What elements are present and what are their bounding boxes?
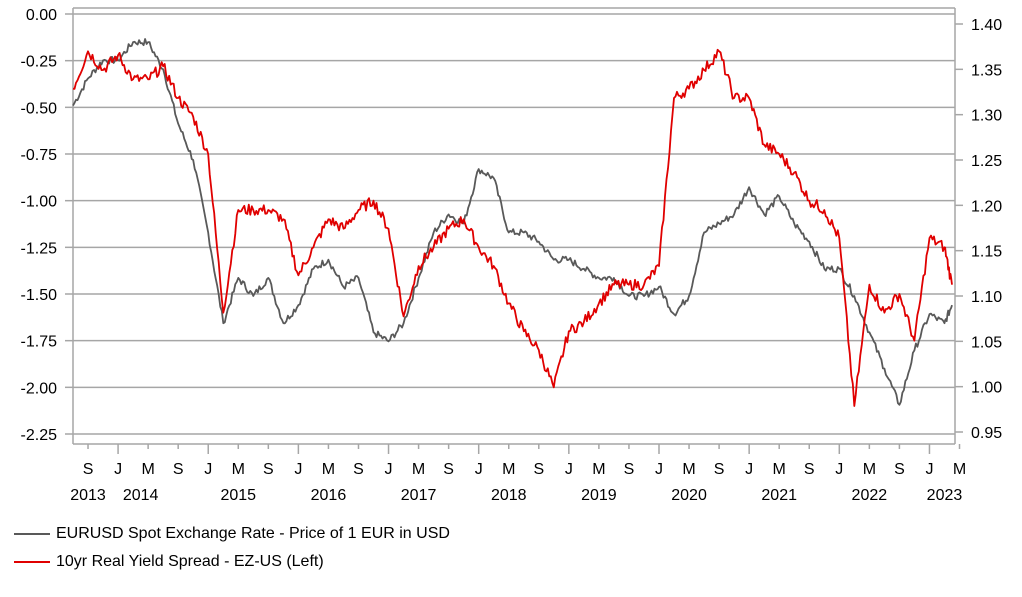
x-tick-label: S — [263, 461, 274, 478]
x-tick-label: M — [502, 461, 515, 478]
x-tick-label: S — [624, 461, 635, 478]
left-tick-label: -2.25 — [21, 427, 58, 444]
x-tick-label: S — [173, 461, 184, 478]
series-line-yield-spread — [72, 48, 953, 407]
right-tick-label: 1.35 — [971, 62, 1002, 79]
series-line-eurusd — [72, 38, 953, 406]
left-tick-label: -0.75 — [21, 147, 58, 164]
right-tick-label: 1.30 — [971, 108, 1002, 125]
left-tick-label: -1.50 — [21, 287, 58, 304]
left-axis-ticks: 0.00 -0.25 -0.50 -0.75 -1.00 -1.25 -1.50 -1.75 -… — [21, 7, 73, 444]
left-tick-label: -1.00 — [21, 194, 58, 211]
x-tick-label: M — [863, 461, 876, 478]
x-tick-label: S — [443, 461, 454, 478]
x-tick-label: S — [353, 461, 364, 478]
legend-label-yield-spread: 10yr Real Yield Spread - EZ-US (Left) — [56, 553, 324, 570]
legend-swatch-yield-spread — [14, 561, 50, 563]
x-year-label: 2019 — [581, 487, 617, 504]
x-tick-label: M — [953, 461, 966, 478]
x-year-label: 2020 — [671, 487, 707, 504]
x-year-label: 2023 — [927, 487, 963, 504]
x-year-label: 2016 — [311, 487, 347, 504]
series-lines — [72, 38, 953, 407]
x-tick-label: S — [533, 461, 544, 478]
x-tick-label: S — [714, 461, 725, 478]
right-tick-label: 1.25 — [971, 153, 1002, 170]
x-tick-label: J — [565, 461, 573, 478]
dual-axis-line-chart: 0.00 -0.25 -0.50 -0.75 -1.00 -1.25 -1.50 -1.75 -… — [21, 7, 1003, 504]
x-tick-label: M — [322, 461, 335, 478]
x-tick-label: J — [204, 461, 212, 478]
right-tick-label: 1.40 — [971, 17, 1002, 34]
x-tick-label: J — [835, 461, 843, 478]
left-tick-label: 0.00 — [26, 7, 57, 24]
legend-item-eurusd: EURUSD Spot Exchange Rate - Price of 1 E… — [14, 520, 450, 548]
x-tick-label: J — [294, 461, 302, 478]
x-tick-label: M — [592, 461, 605, 478]
x-year-label: 2014 — [123, 487, 159, 504]
x-year-label: 2013 — [70, 487, 106, 504]
legend-item-yield-spread: 10yr Real Yield Spread - EZ-US (Left) — [14, 548, 450, 576]
left-tick-label: -0.25 — [21, 54, 58, 71]
x-year-label: 2017 — [401, 487, 437, 504]
left-tick-label: -1.25 — [21, 240, 58, 257]
x-tick-label: J — [114, 461, 122, 478]
legend: EURUSD Spot Exchange Rate - Price of 1 E… — [14, 520, 450, 576]
x-year-label: 2021 — [761, 487, 797, 504]
x-tick-label: S — [83, 461, 94, 478]
x-tick-label: M — [682, 461, 695, 478]
right-tick-label: 1.10 — [971, 289, 1002, 306]
x-tick-label: M — [141, 461, 154, 478]
left-tick-label: -0.50 — [21, 100, 58, 117]
x-tick-label: J — [745, 461, 753, 478]
left-tick-label: -1.75 — [21, 334, 58, 351]
axes — [72, 7, 956, 445]
x-tick-label: J — [385, 461, 393, 478]
legend-label-eurusd: EURUSD Spot Exchange Rate - Price of 1 E… — [56, 525, 450, 542]
gridlines — [73, 13, 955, 435]
legend-swatch-eurusd — [14, 533, 50, 535]
x-tick-label: J — [925, 461, 933, 478]
right-axis-ticks: 1.40 1.35 1.30 1.25 1.20 1.15 1.10 1.05 1.00 0.95 — [955, 17, 1002, 442]
x-tick-label: M — [773, 461, 786, 478]
x-year-label: 2022 — [852, 487, 888, 504]
right-tick-label: 1.05 — [971, 334, 1002, 351]
x-tick-label: S — [804, 461, 815, 478]
x-tick-label: M — [412, 461, 425, 478]
x-tick-label: J — [475, 461, 483, 478]
x-year-label: 2018 — [491, 487, 527, 504]
right-tick-label: 1.00 — [971, 380, 1002, 397]
x-year-label: 2015 — [220, 487, 256, 504]
right-tick-label: 0.95 — [971, 425, 1002, 442]
right-tick-label: 1.15 — [971, 244, 1002, 261]
left-tick-label: -2.00 — [21, 380, 58, 397]
x-tick-label: M — [232, 461, 245, 478]
x-axis-ticks: S J M S J M S J M S J M S J M S J M S J M S J M S J M S J M 2013 2014 20… — [70, 444, 966, 504]
right-tick-label: 1.20 — [971, 198, 1002, 215]
x-tick-label: S — [894, 461, 905, 478]
x-tick-label: J — [655, 461, 663, 478]
